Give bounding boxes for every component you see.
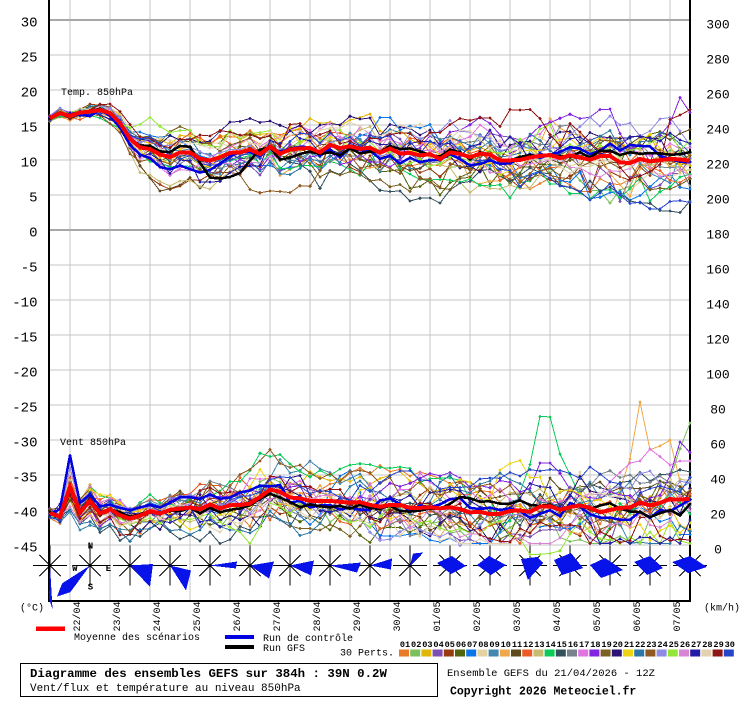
- svg-text:05: 05: [445, 640, 455, 650]
- svg-text:10: 10: [501, 640, 511, 650]
- svg-text:03/05: 03/05: [512, 601, 524, 631]
- svg-text:24: 24: [657, 640, 667, 650]
- svg-text:Vent 850hPa: Vent 850hPa: [60, 437, 126, 449]
- svg-text:Ensemble GEFS du 21/04/2026 -: Ensemble GEFS du 21/04/2026 - 12Z: [447, 668, 655, 680]
- svg-text:29/04: 29/04: [352, 601, 364, 631]
- svg-text:30/04: 30/04: [392, 601, 404, 631]
- svg-text:200: 200: [706, 193, 729, 208]
- svg-text:0: 0: [29, 226, 37, 242]
- svg-text:01/05: 01/05: [432, 601, 444, 631]
- svg-text:28: 28: [702, 640, 712, 650]
- svg-text:29: 29: [713, 640, 723, 650]
- svg-text:15: 15: [557, 640, 567, 650]
- svg-text:24/04: 24/04: [152, 601, 164, 631]
- svg-text:Diagramme des ensembles GEFS s: Diagramme des ensembles GEFS sur 384h : …: [30, 667, 387, 681]
- svg-text:30: 30: [21, 16, 38, 32]
- svg-text:W: W: [72, 564, 78, 574]
- svg-text:06/05: 06/05: [632, 601, 644, 631]
- svg-text:26/04: 26/04: [232, 601, 244, 631]
- svg-text:01: 01: [400, 640, 410, 650]
- svg-text:06: 06: [456, 640, 466, 650]
- svg-text:-10: -10: [12, 296, 37, 312]
- svg-text:Temp. 850hPa: Temp. 850hPa: [61, 87, 133, 99]
- svg-text:160: 160: [706, 263, 729, 278]
- svg-text:02/05: 02/05: [472, 601, 484, 631]
- svg-text:23: 23: [646, 640, 656, 650]
- svg-text:Run GFS: Run GFS: [263, 644, 305, 655]
- svg-text:10: 10: [21, 156, 38, 172]
- svg-text:28/04: 28/04: [312, 601, 324, 631]
- svg-text:30 Perts.: 30 Perts.: [340, 649, 394, 660]
- svg-text:40: 40: [710, 473, 726, 488]
- svg-text:25: 25: [21, 51, 38, 67]
- svg-text:-20: -20: [12, 366, 37, 382]
- svg-text:280: 280: [706, 53, 729, 68]
- svg-text:120: 120: [706, 333, 729, 348]
- svg-text:25: 25: [669, 640, 679, 650]
- svg-text:180: 180: [706, 228, 729, 243]
- svg-text:30: 30: [725, 640, 735, 650]
- svg-text:80: 80: [710, 403, 726, 418]
- svg-text:23/04: 23/04: [112, 601, 124, 631]
- svg-text:11: 11: [512, 640, 522, 650]
- svg-text:5: 5: [29, 191, 37, 207]
- svg-text:03: 03: [422, 640, 432, 650]
- svg-text:(km/h): (km/h): [704, 603, 740, 615]
- svg-text:22/04: 22/04: [72, 601, 84, 631]
- svg-text:09: 09: [489, 640, 499, 650]
- svg-text:-45: -45: [12, 541, 37, 557]
- svg-text:140: 140: [706, 298, 729, 313]
- svg-text:19: 19: [601, 640, 611, 650]
- svg-text:18: 18: [590, 640, 600, 650]
- svg-text:N: N: [88, 542, 93, 552]
- svg-text:27: 27: [691, 640, 701, 650]
- svg-text:20: 20: [613, 640, 623, 650]
- svg-text:20: 20: [710, 508, 726, 523]
- svg-text:100: 100: [706, 368, 729, 383]
- svg-text:Copyright 2026 Meteociel.fr: Copyright 2026 Meteociel.fr: [450, 686, 636, 699]
- svg-text:S: S: [88, 583, 94, 593]
- svg-text:220: 220: [706, 158, 729, 173]
- svg-text:27/04: 27/04: [272, 601, 284, 631]
- svg-text:240: 240: [706, 123, 729, 138]
- svg-text:21: 21: [624, 640, 634, 650]
- svg-text:02: 02: [411, 640, 421, 650]
- svg-text:-25: -25: [12, 401, 37, 417]
- svg-text:15: 15: [21, 121, 38, 137]
- svg-text:E: E: [106, 564, 112, 574]
- svg-text:07/05: 07/05: [672, 601, 684, 631]
- svg-text:Run de contrôle: Run de contrôle: [263, 633, 353, 645]
- svg-text:Vent/flux et température au ni: Vent/flux et température au niveau 850hP…: [30, 683, 301, 695]
- svg-text:25/04: 25/04: [192, 601, 204, 631]
- svg-text:(°C): (°C): [20, 603, 44, 615]
- svg-text:260: 260: [706, 88, 729, 103]
- svg-text:Moyenne des scénarios: Moyenne des scénarios: [74, 632, 200, 644]
- svg-text:08: 08: [478, 640, 488, 650]
- svg-text:-30: -30: [12, 436, 37, 452]
- svg-text:05/05: 05/05: [592, 601, 604, 631]
- svg-text:16: 16: [568, 640, 578, 650]
- svg-text:-15: -15: [12, 331, 37, 347]
- svg-text:60: 60: [710, 438, 726, 453]
- svg-text:22: 22: [635, 640, 645, 650]
- svg-text:12: 12: [523, 640, 533, 650]
- svg-text:-35: -35: [12, 471, 37, 487]
- svg-text:14: 14: [545, 640, 555, 650]
- svg-text:04: 04: [433, 640, 443, 650]
- svg-text:13: 13: [534, 640, 544, 650]
- svg-text:-40: -40: [12, 506, 37, 522]
- svg-text:07: 07: [467, 640, 477, 650]
- svg-text:300: 300: [706, 18, 729, 33]
- svg-text:26: 26: [680, 640, 690, 650]
- svg-text:0: 0: [714, 543, 722, 558]
- svg-text:04/05: 04/05: [552, 601, 564, 631]
- svg-text:-5: -5: [21, 261, 38, 277]
- svg-text:17: 17: [579, 640, 589, 650]
- svg-text:20: 20: [21, 86, 38, 102]
